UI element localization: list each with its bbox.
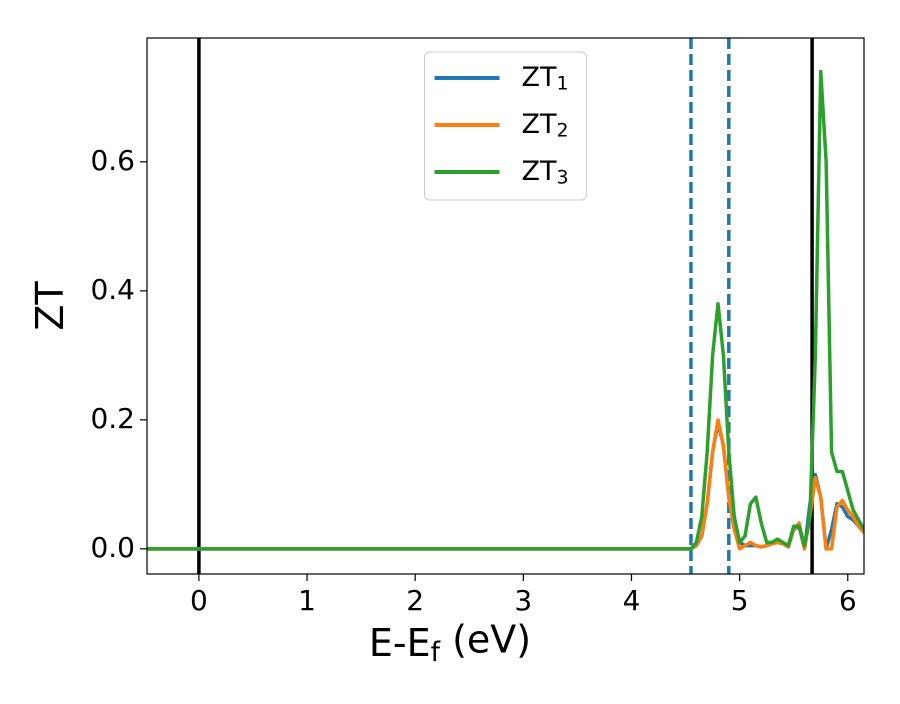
y-tick-label: 0.0 xyxy=(90,531,135,564)
y-tick-label: 0.4 xyxy=(90,273,135,306)
y-tick-label: 0.2 xyxy=(90,402,135,435)
y-tick-label: 0.6 xyxy=(90,144,135,177)
x-axis-label: E-Ef (eV) xyxy=(369,617,531,667)
x-tick-label: 4 xyxy=(623,584,641,617)
x-tick-label: 1 xyxy=(298,584,316,617)
series-line xyxy=(147,421,864,551)
legend-label: ZT3 xyxy=(522,156,569,189)
y-axis-label: ZT xyxy=(28,281,72,331)
x-tick-label: 2 xyxy=(406,584,424,617)
plot-area xyxy=(147,38,864,574)
series-line xyxy=(147,418,864,551)
x-tick-label: 6 xyxy=(839,584,857,617)
legend-label: ZT2 xyxy=(522,109,569,142)
x-tick-label: 5 xyxy=(731,584,749,617)
legend-box xyxy=(424,51,587,201)
x-tick-label: 3 xyxy=(514,584,532,617)
legend-label: ZT1 xyxy=(522,62,569,95)
plot-frame xyxy=(146,37,865,575)
x-tick-label: 0 xyxy=(190,584,208,617)
series-line xyxy=(147,69,864,551)
